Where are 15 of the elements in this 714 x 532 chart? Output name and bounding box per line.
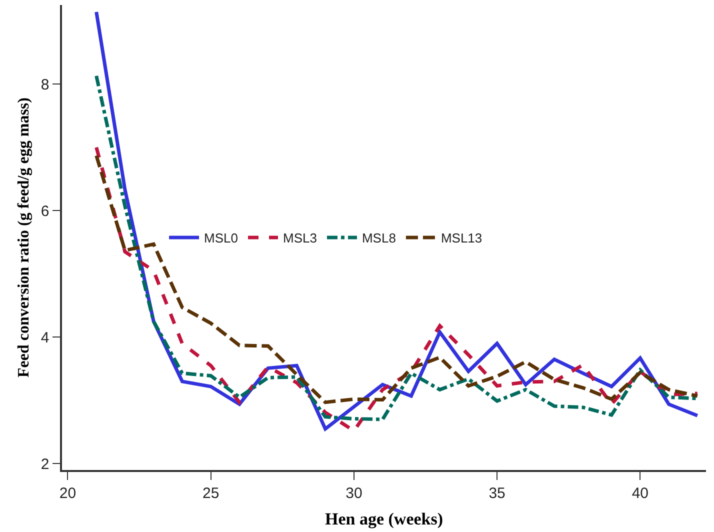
x-tick-label: 20	[59, 484, 76, 502]
x-tick-label: 35	[488, 484, 506, 502]
legend-label: MSL13	[440, 230, 482, 246]
x-tick-label: 25	[202, 484, 220, 502]
legend-label: MSL8	[362, 230, 396, 246]
y-tick-label: 8	[40, 76, 50, 94]
y-tick-label: 4	[40, 329, 50, 346]
x-tick-label: 40	[632, 484, 649, 502]
y-tick-label: 2	[40, 456, 50, 473]
x-tick-label: 30	[346, 484, 362, 502]
legend-label: MSL0	[204, 230, 238, 246]
x-axis-title: Hen age (weeks)	[324, 510, 444, 529]
y-axis-title: Feed conversion ratio (g feed/g egg mass)	[15, 98, 32, 378]
legend-label: MSL3	[283, 230, 317, 246]
y-tick-label: 6	[40, 202, 50, 220]
